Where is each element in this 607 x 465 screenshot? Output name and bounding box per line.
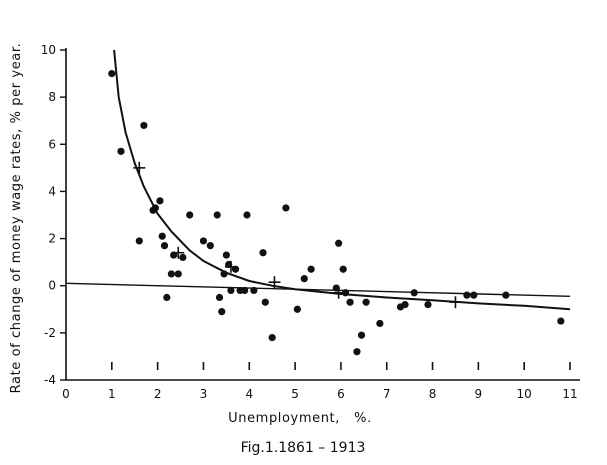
x-tick-label: 6 <box>337 387 345 401</box>
y-tick-label: 0 <box>48 279 56 293</box>
data-point <box>199 237 208 245</box>
figure-caption: Fig.1.1861 – 1913 <box>241 440 366 456</box>
data-point <box>268 333 276 342</box>
data-point <box>140 121 148 130</box>
data-point <box>215 293 224 302</box>
data-point <box>218 308 226 316</box>
data-point <box>307 265 315 273</box>
y-tick-label: 6 <box>48 137 56 151</box>
x-tick-label: 7 <box>383 387 391 401</box>
x-tick-group: 0 1 2 3 4 5 6 7 8 9 10 11 <box>62 362 578 401</box>
y-tick-label: -2 <box>44 326 56 340</box>
data-point <box>502 291 510 299</box>
data-point <box>424 300 432 309</box>
data-point <box>463 291 471 299</box>
x-axis-label: Unemployment, %. <box>228 411 372 426</box>
data-point <box>108 69 116 78</box>
reference-line-group <box>65 282 571 298</box>
reference-line <box>65 282 571 298</box>
x-tick-label: 1 <box>108 387 116 401</box>
average-cross-point <box>449 296 462 309</box>
data-point <box>160 242 169 250</box>
data-point <box>353 348 361 356</box>
data-point <box>220 270 228 278</box>
data-point <box>250 286 258 295</box>
data-point <box>357 331 366 339</box>
x-tick-label: 9 <box>475 387 483 401</box>
x-tick-label: 11 <box>562 387 577 401</box>
data-point <box>401 300 409 309</box>
average-cross-point <box>133 161 146 174</box>
data-point <box>222 251 230 259</box>
data-point <box>135 237 143 245</box>
data-point <box>241 286 249 295</box>
data-point <box>339 265 347 273</box>
data-point <box>346 298 354 306</box>
data-point <box>335 239 343 247</box>
x-tick-label: 8 <box>429 387 437 401</box>
y-tick-label: 4 <box>48 184 56 198</box>
data-point <box>156 197 164 205</box>
x-tick-label: 5 <box>291 387 299 401</box>
data-point <box>163 293 171 302</box>
y-tick-label: 10 <box>41 43 56 57</box>
x-tick-label: 0 <box>62 387 70 401</box>
average-cross-point <box>172 246 185 259</box>
y-tick-label: 8 <box>48 90 56 104</box>
fitted-curve <box>113 49 571 311</box>
fitted-curve-group <box>113 49 571 311</box>
data-point <box>282 204 290 212</box>
data-point <box>151 204 159 212</box>
y-tick-label: 2 <box>48 232 56 246</box>
data-point <box>186 211 194 219</box>
data-point <box>174 270 182 278</box>
average-cross-point <box>268 276 281 289</box>
data-point <box>227 286 235 295</box>
average-cross-point <box>332 286 345 299</box>
x-tick-label: 3 <box>200 387 208 401</box>
data-point <box>300 275 308 283</box>
x-tick-label: 4 <box>245 387 253 401</box>
x-tick-label: 2 <box>154 387 162 401</box>
data-point <box>362 298 370 306</box>
data-point <box>470 291 478 299</box>
cross-points-group <box>133 161 462 309</box>
data-point <box>293 305 301 313</box>
data-point <box>261 298 269 306</box>
data-point <box>206 242 214 250</box>
data-point <box>213 211 221 219</box>
y-tick-group: 10 8 6 4 2 0 -2 -4 <box>41 43 66 387</box>
data-point <box>341 289 350 297</box>
average-cross-point <box>224 260 237 273</box>
data-point <box>376 319 384 328</box>
data-point <box>117 147 125 155</box>
data-point <box>259 249 267 257</box>
data-point <box>158 232 166 240</box>
y-axis-label: Rate of change of money wage rates, % pe… <box>9 43 24 394</box>
dot-points-group <box>108 69 565 356</box>
data-point <box>167 270 175 278</box>
y-tick-label: -4 <box>44 373 56 387</box>
data-point <box>410 289 418 297</box>
x-tick-label: 10 <box>517 387 532 401</box>
data-point <box>243 211 251 219</box>
data-point <box>557 317 565 325</box>
data-point <box>179 253 187 262</box>
